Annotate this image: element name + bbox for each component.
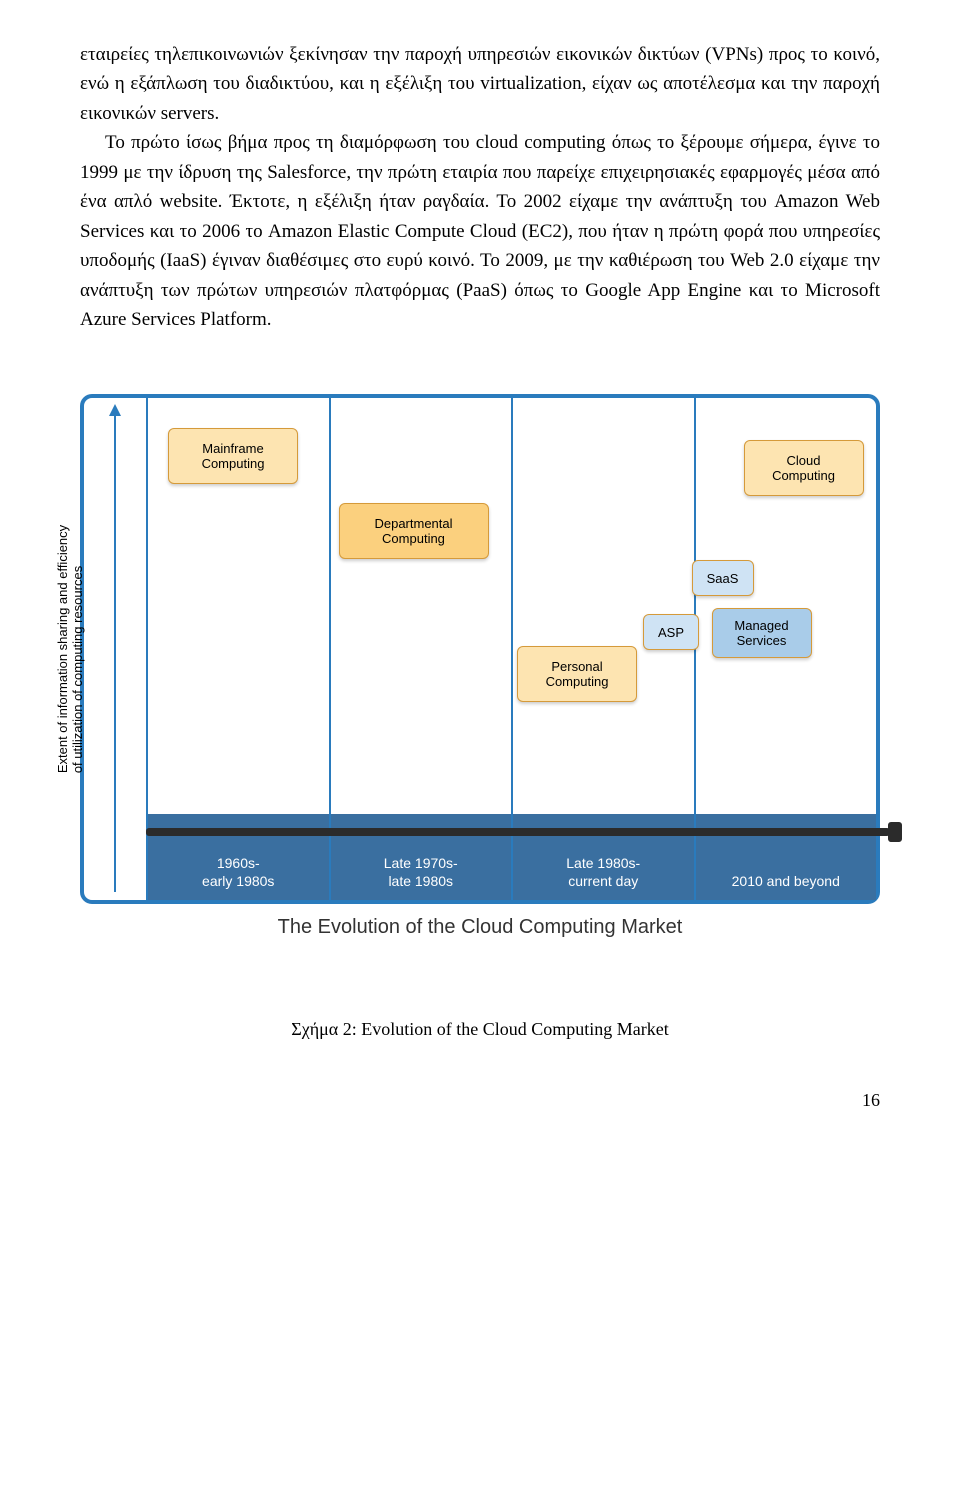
- era-label-line2: late 1980s: [331, 873, 512, 891]
- y-axis-label-line2: of utilization of computing resources: [70, 525, 85, 773]
- era-column: Late 1980s-current day Personal Computing…: [513, 398, 696, 900]
- y-axis-arrow-icon: [109, 404, 121, 416]
- era-column: 1960s-early 1980s Mainframe Computing: [148, 398, 331, 900]
- era-label: 1960s-early 1980s: [148, 855, 329, 890]
- timeline-node: Cloud Computing: [744, 440, 864, 496]
- chart-frame: Extent of information sharing and effici…: [80, 394, 880, 904]
- timeline-node: Mainframe Computing: [168, 428, 298, 484]
- timeline-node: Departmental Computing: [339, 503, 489, 559]
- y-axis-label: Extent of information sharing and effici…: [55, 525, 85, 773]
- figure: Extent of information sharing and effici…: [80, 394, 880, 939]
- cable-icon: [146, 828, 890, 836]
- y-axis-line: [114, 416, 116, 892]
- plot-area: 1960s-early 1980s Mainframe Computing Late…: [148, 398, 876, 900]
- paragraph-part-2: Το πρώτο ίσως βήμα προς τη διαμόρφωση το…: [80, 132, 880, 330]
- timeline-node: Personal Computing: [517, 646, 637, 702]
- figure-caption: Σχήμα 2: Evolution of the Cloud Computin…: [80, 1019, 880, 1040]
- paragraph-indent-marker: [80, 132, 105, 153]
- era-column: 2010 and beyondSaaSManaged ServicesCloud…: [696, 398, 877, 900]
- era-label-line1: Late 1970s-: [331, 855, 512, 873]
- era-label-line2: early 1980s: [148, 873, 329, 891]
- y-axis-column: [84, 398, 148, 900]
- page-number: 16: [80, 1090, 880, 1111]
- era-label: Late 1970s-late 1980s: [331, 855, 512, 890]
- era-label: 2010 and beyond: [696, 873, 877, 891]
- era-label-line1: 1960s-: [148, 855, 329, 873]
- paragraph-part-1: εταιρείες τηλεπικοινωνιών ξεκίνησαν την …: [80, 44, 880, 124]
- chart-title: The Evolution of the Cloud Computing Mar…: [80, 916, 880, 939]
- body-text: εταιρείες τηλεπικοινωνιών ξεκίνησαν την …: [80, 40, 880, 334]
- era-label-line1: 2010 and beyond: [696, 873, 877, 891]
- page: εταιρείες τηλεπικοινωνιών ξεκίνησαν την …: [0, 0, 960, 1171]
- era-label-line2: current day: [513, 873, 694, 891]
- plug-icon: [888, 822, 902, 842]
- timeline-node: Managed Services: [712, 608, 812, 658]
- era-label-line1: Late 1980s-: [513, 855, 694, 873]
- y-axis-label-line1: Extent of information sharing and effici…: [55, 525, 70, 773]
- era-label: Late 1980s-current day: [513, 855, 694, 890]
- timeline-node: ASP: [643, 614, 699, 650]
- era-column: Late 1970s-late 1980s Departmental Comput…: [331, 398, 514, 900]
- timeline-node: SaaS: [692, 560, 754, 596]
